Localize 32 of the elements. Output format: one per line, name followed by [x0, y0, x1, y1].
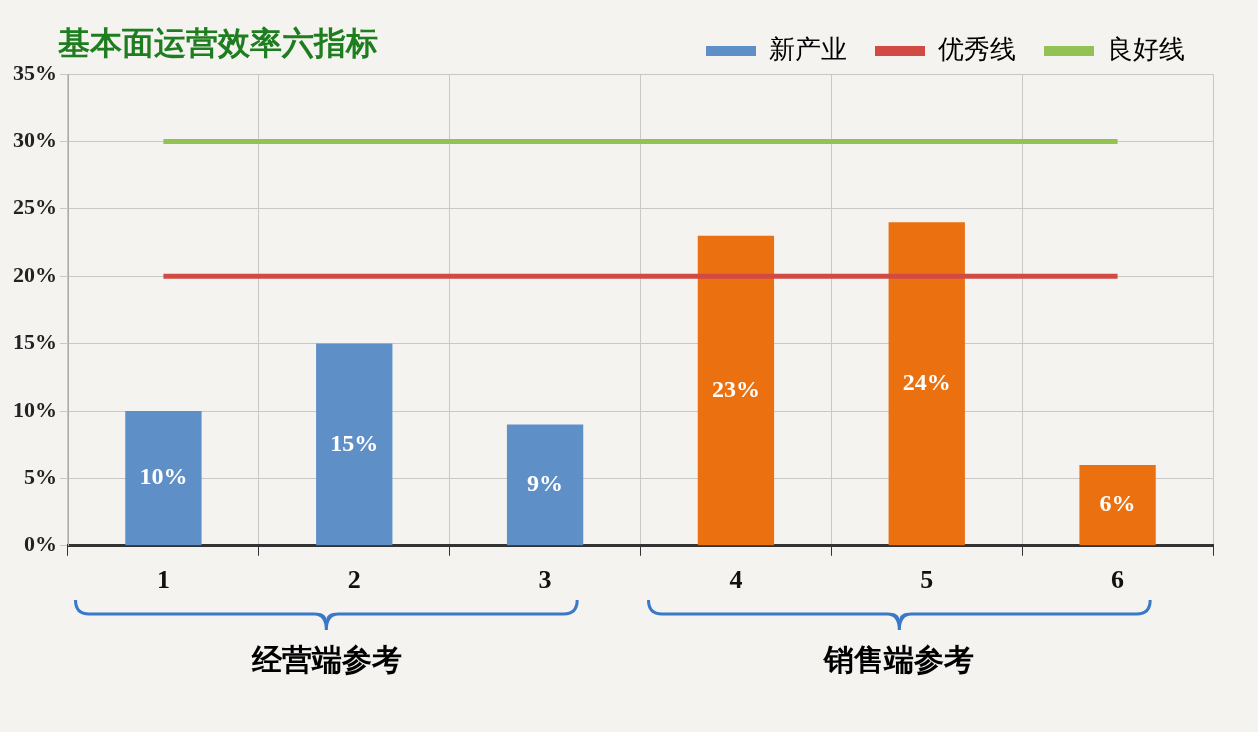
y-tick-label: 35% — [13, 59, 57, 85]
x-tick-label: 3 — [538, 565, 552, 595]
bar — [1079, 464, 1156, 546]
data-label: 15% — [330, 429, 379, 456]
bar — [125, 411, 202, 546]
x-tick-label: 4 — [729, 565, 743, 595]
legend-label: 良好线 — [1107, 33, 1185, 64]
y-tick-label: 5% — [24, 464, 57, 490]
data-label: 6% — [1099, 490, 1136, 517]
bar — [316, 343, 393, 546]
x-tick-label: 6 — [1111, 565, 1125, 595]
data-label: 23% — [711, 375, 760, 402]
y-tick-label: 25% — [13, 194, 57, 220]
y-tick-label: 15% — [13, 329, 57, 355]
data-label: 24% — [902, 368, 951, 395]
data-label: 9% — [527, 470, 564, 497]
y-tick-label: 0% — [24, 531, 57, 557]
legend-label: 优秀线 — [938, 33, 1016, 64]
x-tick-label: 1 — [156, 565, 170, 595]
bar — [506, 424, 584, 546]
x-tick-label: 2 — [347, 565, 361, 595]
x-tick-label: 5 — [920, 565, 934, 595]
bar — [888, 222, 965, 546]
text: 经营端参考 — [251, 640, 402, 679]
text: 销售端参考 — [824, 640, 975, 679]
chart-title: 基本面运营效率六指标 — [58, 23, 378, 64]
bar — [697, 235, 775, 546]
legend-label: 新产业 — [769, 33, 847, 64]
y-tick-label: 10% — [13, 396, 57, 422]
data-label: 10% — [139, 463, 188, 490]
y-tick-label: 20% — [13, 261, 57, 287]
y-tick-label: 30% — [13, 127, 57, 153]
